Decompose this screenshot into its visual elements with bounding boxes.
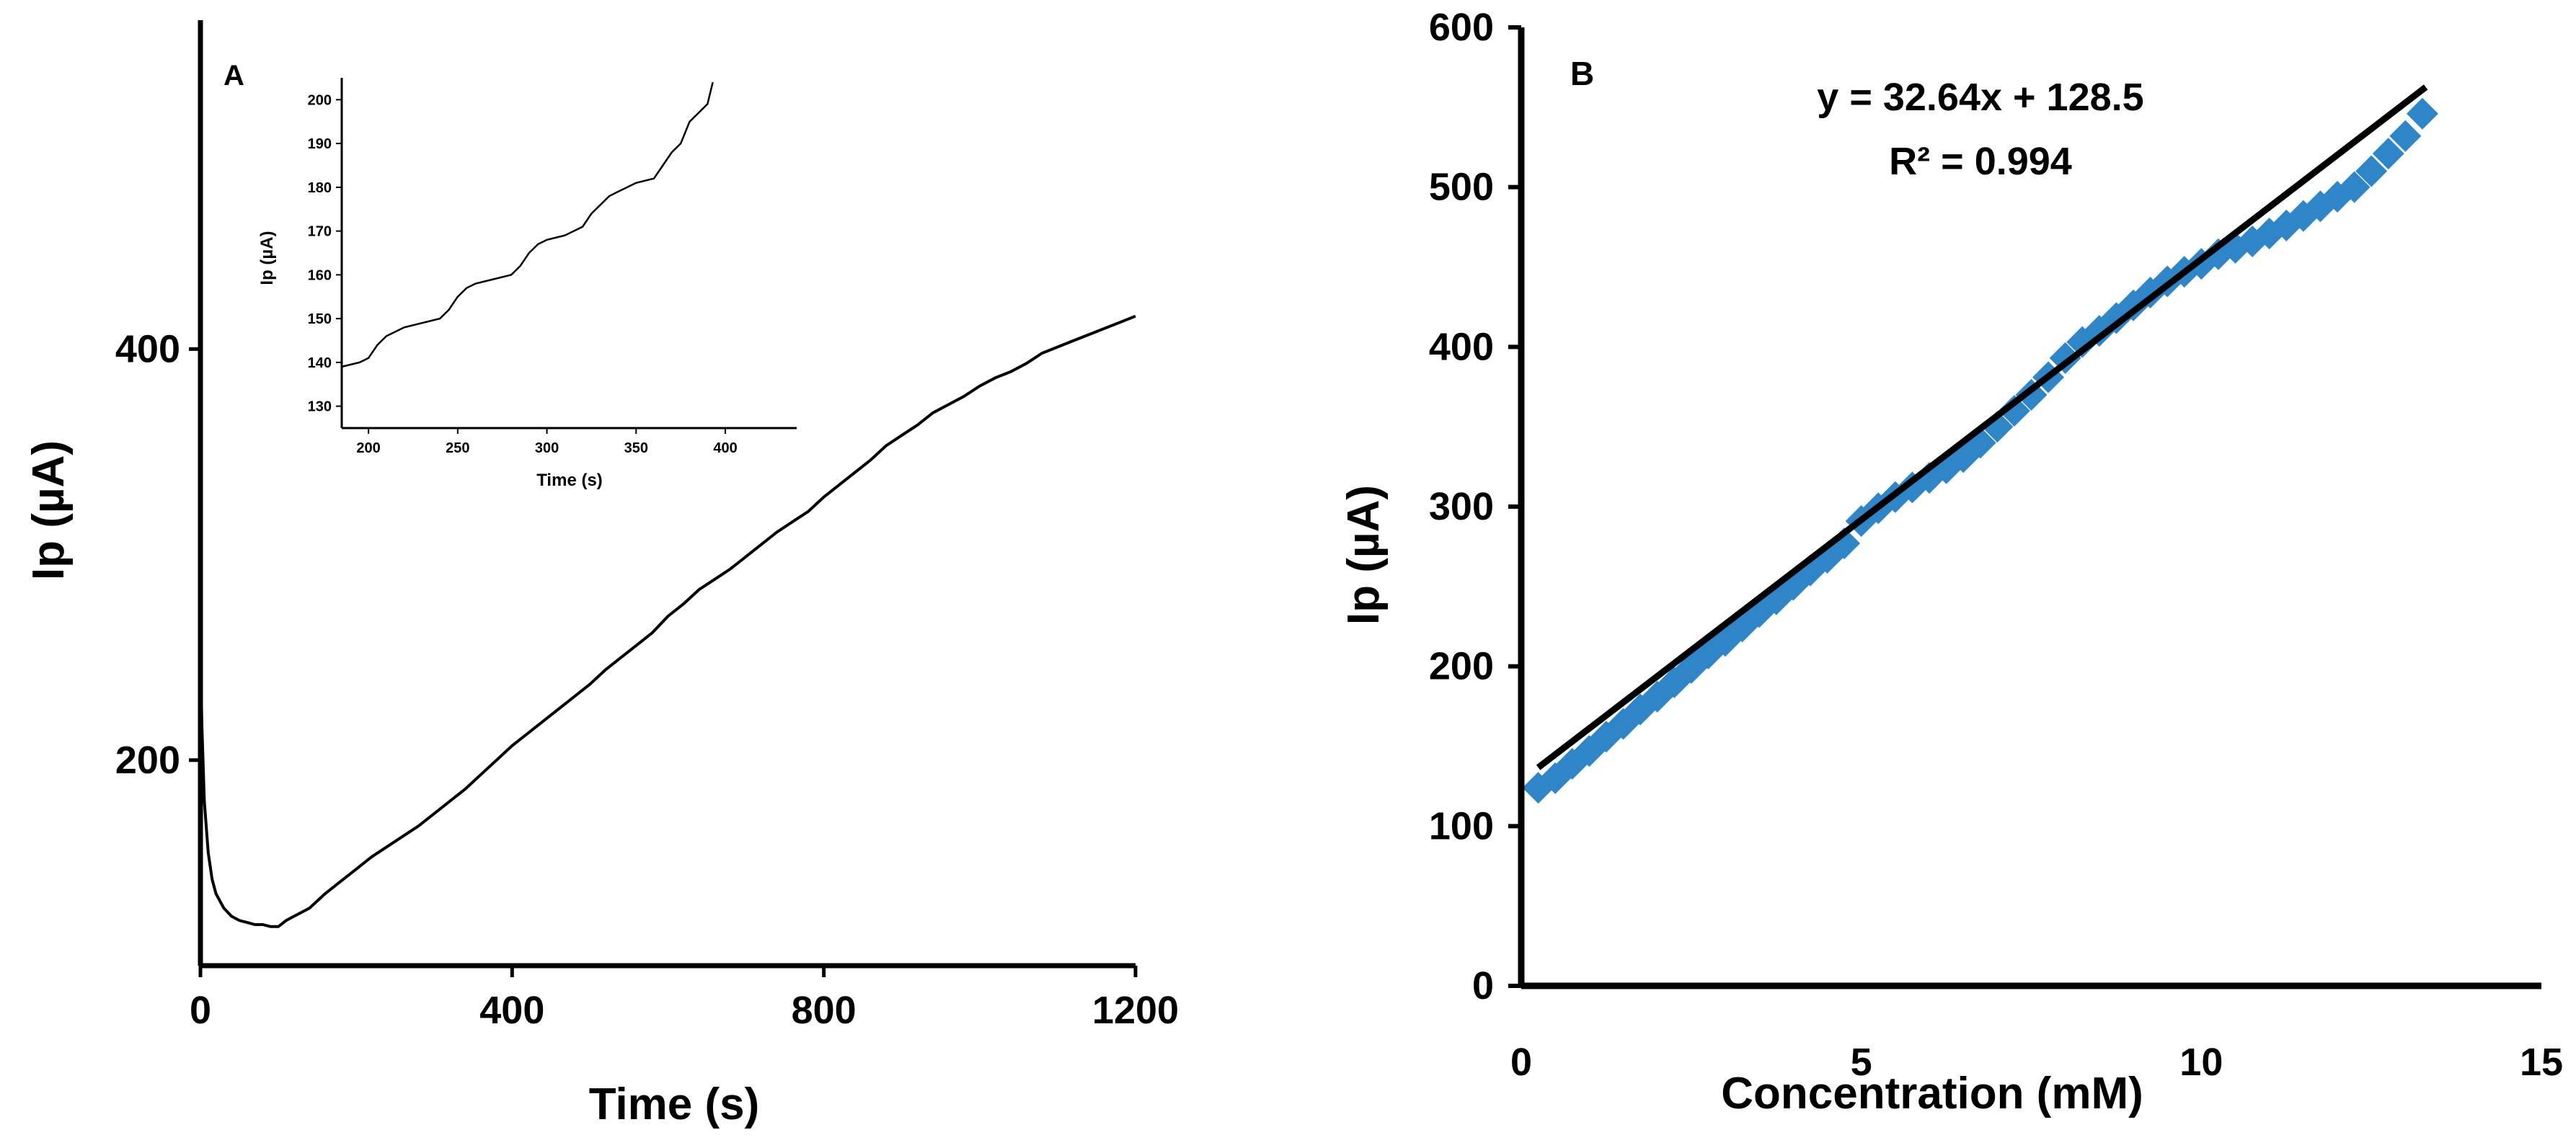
panel-b-trendline	[1536, 84, 2428, 770]
panel-a-x-tick-label: 800	[792, 989, 857, 1032]
panel-a-x-axis-title: Time (s)	[589, 1080, 760, 1129]
panel-a-x-tick-label: 0	[190, 989, 211, 1032]
panel-b-data-point	[2338, 171, 2371, 203]
panel-b-data-point	[1998, 395, 2030, 427]
panel-b-data-points	[1522, 97, 2438, 804]
panel-a-label: A	[223, 60, 244, 92]
panel-a-x-tick-label: 400	[479, 989, 544, 1032]
panel-b-x-tick-label: 15	[2520, 1041, 2563, 1084]
panel-b-r-squared: R² = 0.994	[1889, 140, 2072, 183]
inset-x-tick-label: 300	[535, 440, 559, 456]
panel-b-x-axis-title: Concentration (mM)	[1721, 1069, 2143, 1118]
inset-x-tick-label: 250	[446, 440, 469, 456]
panel-b-y-tick-label: 100	[1429, 804, 1494, 847]
inset-x-tick-label: 350	[624, 440, 648, 456]
panel-b-data-point	[2372, 138, 2404, 170]
panel-b-y-ticks: 0 100 200 300 400 500 600	[1429, 6, 1521, 1007]
inset-x-ticks: 200 250 300 350 400	[356, 428, 738, 456]
inset-y-tick-label: 140	[308, 355, 332, 371]
panel-b-x-tick-label: 5	[1851, 1041, 1872, 1084]
inset-y-tick-label: 180	[308, 180, 332, 196]
inset-y-tick-label: 200	[308, 92, 332, 108]
panel-a-x-ticks: 0 400 800 1200	[190, 966, 1179, 1032]
panel-b-data-point	[2389, 120, 2422, 152]
inset-y-axis-title: Ip (µA)	[257, 231, 277, 285]
inset-y-tick-label: 170	[308, 224, 332, 240]
panel-a-y-tick-label: 200	[115, 739, 180, 782]
panel-a: 0 400 800 1200 200 400 A Time (s) Ip (µA)	[24, 20, 1179, 1129]
panel-b-y-tick-label: 0	[1472, 964, 1494, 1007]
panel-a-y-axis-title: Ip (µA)	[24, 440, 74, 580]
inset-y-tick-label: 130	[308, 399, 332, 415]
inset-y-tick-label: 160	[308, 267, 332, 283]
panel-b-data-point	[2355, 155, 2388, 187]
panel-a-x-tick-label: 1200	[1092, 989, 1179, 1032]
inset-y-tick-label: 190	[308, 136, 332, 152]
panel-b-y-tick-label: 600	[1429, 6, 1494, 49]
panel-b-x-ticks: 0 5 10 15	[1510, 1041, 2563, 1084]
panel-a-y-ticks: 200 400	[115, 327, 200, 782]
panel-b: 0 5 10 15 0 100 200 300 400 500 600 B y = 32.64x …	[1339, 6, 2563, 1118]
panel-a-y-tick-label: 400	[115, 327, 180, 370]
panel-a-inset: 200 250 300 350 400 130 140 150 160 170 180 190 200…	[257, 78, 797, 490]
inset-y-ticks: 130 140 150 160 170 180 190 200	[308, 92, 342, 415]
inset-x-tick-label: 400	[713, 440, 737, 456]
panel-b-x-tick-label: 10	[2179, 1041, 2223, 1084]
panel-b-data-point	[2406, 97, 2438, 130]
inset-x-tick-label: 200	[356, 440, 380, 456]
panel-b-label: B	[1570, 55, 1594, 92]
panel-b-y-axis-title: Ip (µA)	[1339, 485, 1389, 625]
panel-b-trend-equation: y = 32.64x + 128.5	[1817, 76, 2143, 119]
inset-y-tick-label: 150	[308, 311, 332, 327]
panel-b-y-tick-label: 400	[1429, 325, 1494, 368]
inset-x-axis-title: Time (s)	[536, 471, 603, 490]
inset-current-trace	[341, 81, 714, 368]
panel-b-y-tick-label: 200	[1429, 645, 1494, 688]
panel-a-current-trace	[199, 314, 1136, 928]
panel-b-x-tick-label: 0	[1510, 1041, 1532, 1084]
panel-b-y-tick-label: 500	[1429, 166, 1494, 209]
panel-b-y-tick-label: 300	[1429, 485, 1494, 528]
